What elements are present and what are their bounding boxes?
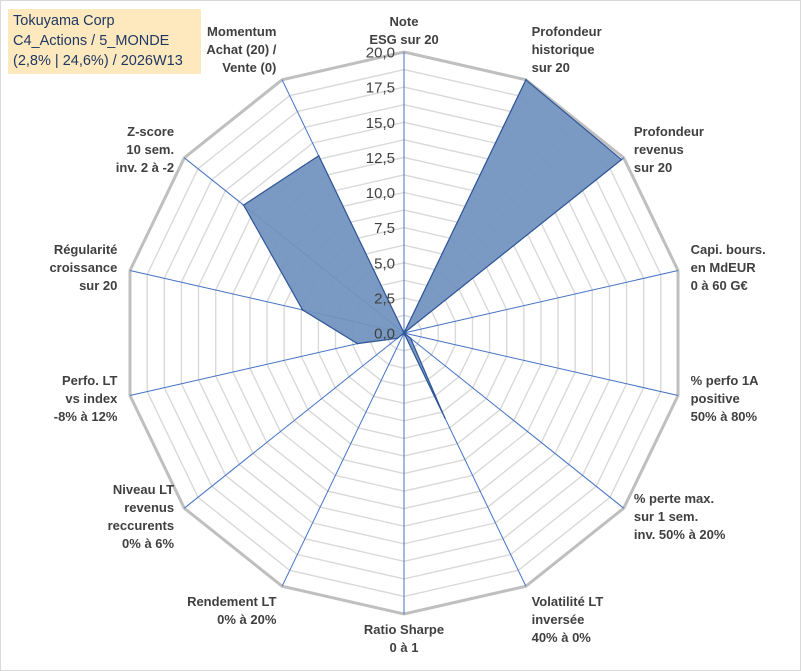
title-line-stats: (2,8% | 24,6%) / 2026W13 bbox=[13, 53, 183, 69]
data-point bbox=[444, 417, 446, 419]
category-label-line: Perfo. LT bbox=[62, 373, 117, 388]
category-label-line: revenus bbox=[124, 500, 174, 515]
category-label-line: inversée bbox=[532, 612, 585, 627]
category-label: Momentum Achat (20) / Vente (0) bbox=[206, 24, 276, 75]
category-label-line: Vente (0) bbox=[222, 60, 276, 75]
category-label: Note ESG sur 20 bbox=[369, 14, 438, 47]
data-point bbox=[403, 332, 405, 334]
category-label-line: 10 sem. bbox=[126, 142, 174, 157]
category-label-line: Achat (20) / bbox=[206, 42, 276, 57]
category-label-line: sur 20 bbox=[634, 160, 672, 175]
data-point bbox=[396, 337, 399, 340]
category-label-line: % perfo 1A bbox=[691, 373, 760, 388]
spoke-axis bbox=[403, 332, 625, 509]
category-label-line: 0 à 1 bbox=[390, 640, 419, 655]
category-label-line: sur 1 sem. bbox=[634, 509, 698, 524]
category-label-line: sur 20 bbox=[79, 278, 117, 293]
category-label-line: revenus bbox=[634, 142, 684, 157]
category-label-line: en MdEUR bbox=[691, 260, 757, 275]
category-label: Z-score 10 sem. inv. 2 à -2 bbox=[116, 124, 174, 175]
category-label-line: Régularité bbox=[54, 242, 118, 257]
category-label-line: 50% à 80% bbox=[691, 409, 758, 424]
data-point bbox=[301, 309, 304, 311]
category-label-line: vs index bbox=[65, 391, 118, 406]
category-label-line: -8% à 12% bbox=[54, 409, 118, 424]
tick-label: 15,0 bbox=[366, 115, 395, 132]
spoke-axis bbox=[183, 332, 405, 509]
category-label: Niveau LT revenus reccurents 0% à 6% bbox=[108, 482, 175, 551]
chart-title-box: Tokuyama Corp C4_Actions / 5_MONDE (2,8%… bbox=[8, 9, 201, 74]
tick-label: 7,5 bbox=[374, 220, 395, 237]
category-label-line: ESG sur 20 bbox=[369, 32, 438, 47]
data-point bbox=[242, 204, 245, 206]
category-label-line: % perte max. bbox=[634, 491, 714, 506]
tick-label: 2,5 bbox=[374, 290, 395, 307]
category-label-line: Ratio Sharpe bbox=[364, 622, 444, 637]
tick-label: 20,0 bbox=[366, 45, 395, 62]
category-label-line: inv. 2 à -2 bbox=[116, 160, 174, 175]
category-label: Rendement LT 0% à 20% bbox=[187, 594, 277, 627]
category-label-line: Z-score bbox=[127, 124, 174, 139]
tick-label: 12,5 bbox=[366, 150, 395, 167]
spoke-axis bbox=[281, 332, 405, 587]
radial-tick-labels: 0,0 2,5 5,0 7,5 10,0 12,5 15,0 17,5 20,0 bbox=[366, 45, 395, 343]
category-label-line: Niveau LT bbox=[113, 482, 174, 497]
category-label: Profondeur historique sur 20 bbox=[532, 24, 602, 75]
category-label-line: inv. 50% à 20% bbox=[634, 527, 726, 542]
category-label-line: Profondeur bbox=[634, 124, 704, 139]
category-label: Capi. bours. en MdEUR 0 à 60 G€ bbox=[691, 242, 766, 293]
data-point bbox=[317, 155, 320, 157]
tick-label: 5,0 bbox=[374, 255, 395, 272]
data-point bbox=[356, 342, 359, 345]
category-label: Profondeur revenus sur 20 bbox=[634, 124, 704, 175]
category-label: Perfo. LT vs index -8% à 12% bbox=[54, 373, 118, 424]
category-label-line: reccurents bbox=[108, 518, 174, 533]
data-point bbox=[620, 158, 623, 161]
spoke-axis bbox=[403, 270, 679, 334]
category-label-line: 0% à 20% bbox=[217, 612, 277, 627]
category-label-line: sur 20 bbox=[532, 60, 570, 75]
tick-label: 17,5 bbox=[366, 80, 395, 97]
category-label-line: 40% à 0% bbox=[532, 630, 592, 645]
category-label-line: historique bbox=[532, 42, 595, 57]
tick-label: 0,0 bbox=[374, 326, 395, 343]
category-labels: Note ESG sur 20 Profondeur historique sur 20… bbox=[49, 14, 765, 655]
category-label-line: 0 à 60 G€ bbox=[691, 278, 748, 293]
spoke-axis bbox=[403, 332, 679, 396]
data-point bbox=[409, 337, 412, 340]
category-label: Ratio Sharpe 0 à 1 bbox=[364, 622, 444, 655]
radar-series bbox=[242, 78, 623, 419]
data-point bbox=[525, 79, 527, 81]
title-line-portfolio: C4_Actions / 5_MONDE bbox=[13, 33, 170, 49]
category-label: % perfo 1A positive 50% à 80% bbox=[691, 373, 760, 424]
category-label: Régularité croissance sur 20 bbox=[49, 242, 117, 293]
category-label-line: Profondeur bbox=[532, 24, 602, 39]
category-label-line: croissance bbox=[49, 260, 117, 275]
category-label-line: Momentum bbox=[207, 24, 276, 39]
category-label-line: Volatilité LT bbox=[532, 594, 604, 609]
title-line-company: Tokuyama Corp bbox=[13, 13, 115, 29]
category-label-line: 0% à 6% bbox=[122, 536, 174, 551]
tick-label: 10,0 bbox=[366, 185, 395, 202]
category-label-line: positive bbox=[691, 391, 740, 406]
category-label-line: Note bbox=[390, 14, 419, 29]
category-label: Volatilité LT inversée 40% à 0% bbox=[532, 594, 604, 645]
category-label-line: Rendement LT bbox=[187, 594, 276, 609]
category-label: % perte max. sur 1 sem. inv. 50% à 20% bbox=[634, 491, 726, 542]
category-label-line: Capi. bours. bbox=[691, 242, 766, 257]
